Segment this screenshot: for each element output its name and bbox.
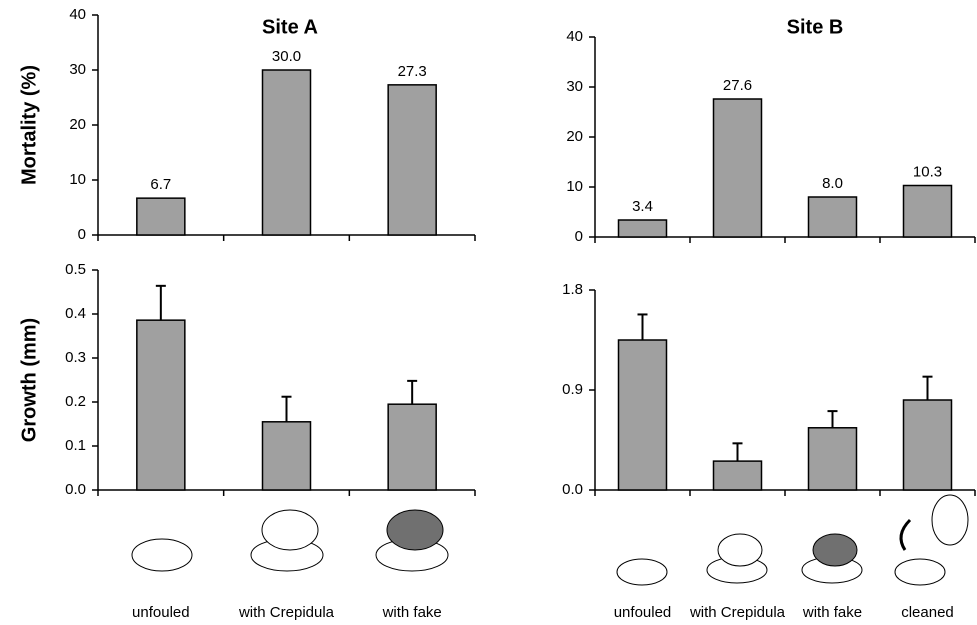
- bar: [904, 400, 952, 490]
- y-axis-label: Mortality (%): [18, 65, 40, 185]
- chart-title: Site A: [262, 16, 318, 38]
- y-tick-label: 1.8: [562, 281, 583, 298]
- y-tick-label: 40: [566, 28, 583, 45]
- x-tick-label: with fake: [382, 604, 442, 621]
- bar: [809, 197, 857, 237]
- bar: [263, 422, 311, 490]
- x-tick-label: with Crepidula: [238, 604, 335, 621]
- chart-title: Site B: [787, 16, 844, 38]
- y-tick-label: 10: [69, 171, 86, 188]
- bar: [714, 99, 762, 237]
- data-label: 6.7: [150, 176, 171, 193]
- y-tick-label: 0.2: [65, 393, 86, 410]
- y-tick-label: 0.4: [65, 305, 86, 322]
- y-tick-label: 30: [69, 61, 86, 78]
- bar: [619, 220, 667, 237]
- bar: [904, 186, 952, 238]
- data-label: 27.6: [723, 77, 752, 94]
- y-tick-label: 0.3: [65, 349, 86, 366]
- bar: [388, 404, 436, 490]
- data-label: 8.0: [822, 175, 843, 192]
- x-tick-label: with Crepidula: [689, 604, 786, 621]
- x-tick-label: unfouled: [132, 604, 190, 621]
- y-tick-label: 20: [69, 116, 86, 133]
- shell-icons: [132, 495, 968, 585]
- data-label: 10.3: [913, 163, 942, 180]
- y-tick-label: 0: [78, 226, 86, 243]
- y-tick-label: 0.0: [562, 481, 583, 498]
- x-tick-label: cleaned: [901, 604, 954, 621]
- data-label: 30.0: [272, 48, 301, 65]
- bar: [714, 461, 762, 490]
- y-tick-label: 0.0: [65, 481, 86, 498]
- bar: [809, 428, 857, 490]
- y-tick-label: 20: [566, 128, 583, 145]
- y-tick-label: 0: [575, 228, 583, 245]
- figure: Site A Site B Mortality (%) Growth (mm) …: [0, 0, 977, 625]
- y-tick-label: 0.5: [65, 261, 86, 278]
- y-tick-label: 30: [566, 78, 583, 95]
- bar: [137, 320, 185, 490]
- y-tick-label: 40: [69, 6, 86, 23]
- bar: [619, 340, 667, 490]
- y-tick-label: 0.9: [562, 381, 583, 398]
- data-label: 3.4: [632, 198, 653, 215]
- data-label: 27.3: [398, 63, 427, 80]
- y-tick-label: 10: [566, 178, 583, 195]
- x-tick-label: unfouled: [614, 604, 672, 621]
- bar: [263, 70, 311, 235]
- x-tick-label: with fake: [802, 604, 862, 621]
- y-axis-label: Growth (mm): [18, 318, 40, 442]
- bar: [388, 85, 436, 235]
- bar: [137, 198, 185, 235]
- y-tick-label: 0.1: [65, 437, 86, 454]
